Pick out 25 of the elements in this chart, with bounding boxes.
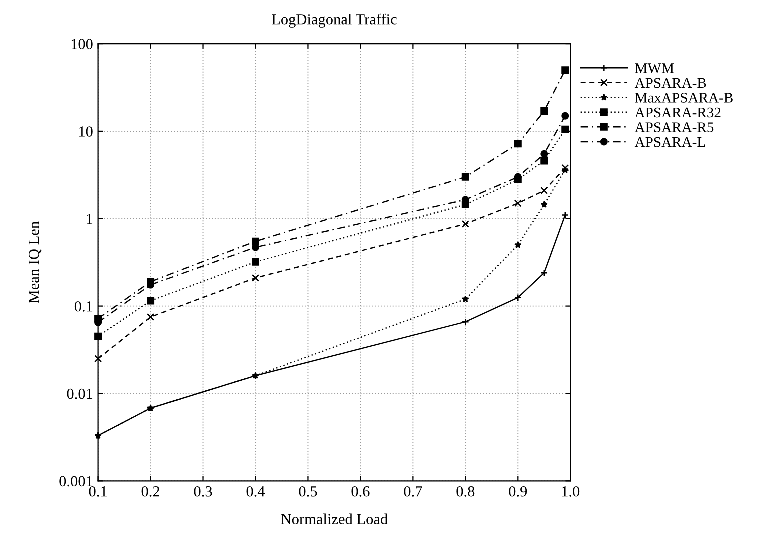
y-tick-label: 0.01 bbox=[67, 388, 93, 400]
legend-label: MaxAPSARA-B bbox=[635, 93, 733, 103]
x-tick-label: 0.3 bbox=[194, 486, 212, 497]
y-tick-label: 10 bbox=[80, 126, 93, 137]
x-tick-label: 0.4 bbox=[246, 486, 266, 497]
legend-label: APSARA-R5 bbox=[634, 122, 714, 132]
x-tick-label: 0.2 bbox=[142, 486, 160, 497]
legend-label: APSARA-R32 bbox=[634, 108, 721, 118]
x-tick-label: 1.0 bbox=[562, 486, 580, 497]
x-tick-label: 0.9 bbox=[509, 486, 528, 497]
x-tick-label: 0.1 bbox=[89, 486, 107, 497]
x-axis-title: Normalized Load bbox=[281, 514, 388, 525]
y-tick-label: 100 bbox=[72, 39, 93, 50]
y-axis-title: Mean IQ Len bbox=[29, 222, 42, 304]
chart-title: LogDiagonal Traffic bbox=[272, 14, 397, 28]
y-tick-label: 0.1 bbox=[74, 301, 93, 312]
legend-label: APSARA-B bbox=[634, 78, 706, 88]
y-tick-label: 1 bbox=[87, 214, 93, 224]
legend-label: MWM bbox=[635, 64, 674, 74]
y-tick-label: 0.001 bbox=[60, 476, 93, 487]
x-tick-label: 0.8 bbox=[456, 486, 475, 497]
x-tick-label: 0.5 bbox=[299, 486, 318, 497]
legend-label: APSARA-L bbox=[634, 137, 706, 148]
x-tick-label: 0.7 bbox=[404, 486, 422, 497]
x-tick-label: 0.6 bbox=[352, 486, 370, 497]
